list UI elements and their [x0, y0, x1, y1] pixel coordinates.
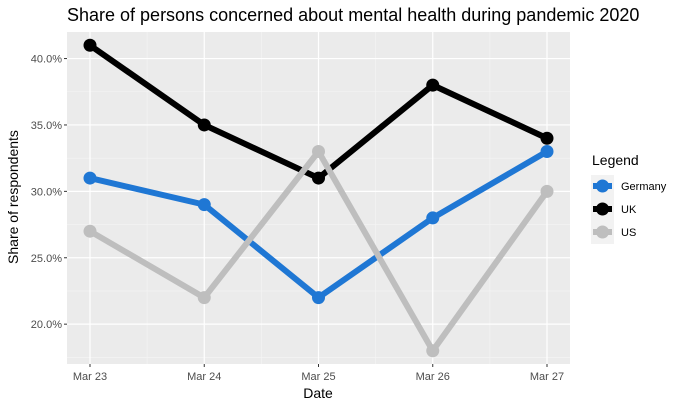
- series-us: [83, 145, 554, 358]
- data-point-germany: [426, 211, 440, 225]
- data-point-uk: [426, 78, 440, 92]
- x-tick-label: Mar 27: [530, 371, 564, 383]
- x-tick-label: Mar 23: [73, 371, 107, 383]
- x-tick-label: Mar 25: [301, 371, 335, 383]
- data-point-germany: [312, 291, 325, 305]
- series-layer: [83, 38, 554, 358]
- legend-label-us: US: [621, 227, 636, 239]
- legend-key-point-germany: [596, 179, 609, 193]
- y-tick-label: 40.0%: [31, 54, 62, 66]
- data-point-us: [83, 224, 97, 238]
- y-tick-label: 20.0%: [31, 319, 62, 331]
- data-point-germany: [540, 145, 554, 159]
- legend-item-us: US: [591, 221, 636, 244]
- y-tick-label: 30.0%: [31, 186, 62, 198]
- chart-title: Share of persons concerned about mental …: [67, 5, 639, 25]
- data-point-uk: [540, 131, 554, 145]
- legend-key-point-us: [596, 225, 609, 239]
- data-point-uk: [197, 118, 211, 132]
- data-point-uk: [312, 171, 325, 185]
- legend-label-germany: Germany: [621, 181, 667, 193]
- y-axis: 20.0% 25.0% 30.0% 35.0% 40.0%: [31, 54, 67, 331]
- data-point-us: [312, 145, 325, 159]
- y-tick-label: 35.0%: [31, 120, 62, 132]
- x-tick-label: Mar 24: [187, 371, 221, 383]
- y-tick-label: 25.0%: [31, 253, 62, 265]
- data-point-us: [197, 291, 211, 305]
- legend-item-uk: UK: [591, 198, 637, 221]
- y-axis-title: Share of respondents: [5, 130, 21, 264]
- legend-item-germany: Germany: [591, 175, 667, 198]
- x-axis: Mar 23 Mar 24 Mar 25 Mar 26 Mar 27: [73, 364, 564, 383]
- data-point-us: [540, 184, 554, 198]
- legend-title: Legend: [592, 152, 639, 168]
- series-uk: [83, 38, 554, 185]
- legend-key-point-uk: [596, 202, 609, 216]
- legend-label-uk: UK: [621, 204, 637, 216]
- series-germany: [83, 145, 554, 305]
- x-tick-label: Mar 26: [416, 371, 450, 383]
- data-point-us: [426, 344, 440, 358]
- data-point-uk: [83, 38, 97, 52]
- data-point-germany: [83, 171, 97, 185]
- legend: Legend Germany UK US: [591, 152, 667, 244]
- data-point-germany: [197, 198, 211, 212]
- x-axis-title: Date: [303, 385, 333, 401]
